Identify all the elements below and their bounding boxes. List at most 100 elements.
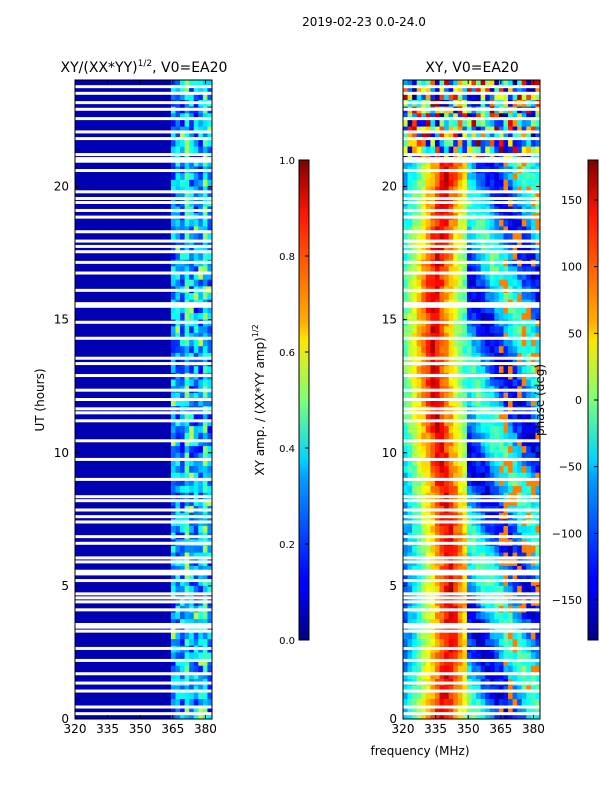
- phase-cell: [485, 352, 491, 360]
- amplitude-cell: [170, 153, 176, 161]
- phase-cell: [412, 226, 418, 234]
- phase-cell: [448, 346, 454, 354]
- phase-cell: [453, 339, 459, 347]
- amplitude-cell: [170, 173, 176, 181]
- phase-cell: [453, 352, 459, 360]
- phase-cell: [434, 379, 440, 387]
- phase-cell: [480, 339, 486, 347]
- phase-cell: [462, 712, 468, 720]
- phase-cell: [508, 239, 513, 247]
- phase-cell: [430, 133, 436, 141]
- phase-cell: [430, 253, 436, 261]
- phase-cell: [421, 525, 427, 534]
- phase-cell: [421, 93, 427, 101]
- amplitude-colorbar-label: XY amp. / (XX*YY amp)1/2: [251, 324, 267, 475]
- phase-cell: [444, 639, 450, 647]
- phase-cell: [434, 139, 440, 147]
- colorbar-tick-label: −150: [552, 594, 582, 607]
- flagged-row: [403, 681, 540, 685]
- phase-cell: [434, 233, 440, 241]
- phase-cell: [425, 545, 431, 553]
- phase-cell: [425, 93, 431, 101]
- amplitude-cell: [189, 692, 195, 700]
- phase-cell: [412, 472, 418, 480]
- phase-cell: [416, 446, 422, 454]
- phase-cell: [508, 652, 513, 660]
- phase-cell: [439, 93, 445, 101]
- phase-cell: [471, 159, 477, 167]
- phase-cell: [530, 332, 536, 340]
- phase-cell: [508, 632, 513, 640]
- phase-cell: [530, 579, 536, 587]
- phase-cell: [425, 399, 431, 407]
- phase-cell: [494, 552, 500, 560]
- amplitude-cell: [207, 479, 213, 487]
- phase-cell: [466, 352, 472, 360]
- phase-cell: [457, 652, 463, 660]
- phase-cell: [453, 80, 459, 88]
- phase-cell: [508, 692, 513, 700]
- phase-cell: [503, 339, 509, 347]
- amplitude-cell: [189, 339, 195, 347]
- phase-cell: [535, 80, 541, 88]
- phase-cell: [494, 146, 500, 154]
- amplitude-cell: [184, 126, 190, 134]
- phase-cell: [498, 266, 504, 274]
- phase-cell: [403, 525, 408, 534]
- phase-cell: [512, 392, 518, 400]
- phase-cell: [508, 339, 513, 347]
- phase-cell: [485, 665, 491, 673]
- amplitude-cell: [202, 545, 208, 553]
- amplitude-cell: [189, 366, 195, 374]
- phase-cell: [480, 279, 486, 287]
- phase-cell: [416, 419, 422, 427]
- phase-cell: [439, 86, 445, 94]
- phase-cell: [457, 419, 463, 427]
- amplitude-cell: [202, 113, 208, 121]
- amplitude-cell: [202, 672, 208, 680]
- phase-cell: [489, 412, 495, 420]
- phase-cell: [517, 592, 523, 600]
- phase-cell: [530, 133, 536, 141]
- phase-cell: [526, 525, 532, 534]
- phase-cell: [421, 173, 427, 181]
- phase-cell: [498, 712, 504, 720]
- phase-cell: [471, 352, 477, 360]
- phase-cell: [434, 126, 440, 134]
- amplitude-cell: [207, 699, 213, 707]
- phase-cell: [416, 466, 422, 474]
- amplitude-cell: [189, 592, 195, 600]
- amplitude-cell: [184, 692, 190, 700]
- phase-cell: [453, 659, 459, 667]
- phase-cell: [466, 632, 472, 640]
- phase-cell: [403, 113, 408, 121]
- phase-cell: [471, 639, 477, 647]
- amplitude-cell: [202, 93, 208, 101]
- phase-cell: [416, 239, 422, 247]
- amplitude-cell: [189, 399, 195, 407]
- flagged-row: [75, 495, 212, 499]
- phase-cell: [430, 332, 436, 340]
- phase-cell: [517, 93, 523, 101]
- amplitude-cell: [193, 499, 199, 507]
- colorbar-tick-label: 0.2: [279, 540, 295, 551]
- phase-cell: [494, 632, 500, 640]
- phase-cell: [530, 326, 536, 334]
- amplitude-cell: [202, 639, 208, 647]
- phase-cell: [476, 86, 482, 94]
- phase-cell: [498, 126, 504, 134]
- phase-cell: [421, 672, 427, 680]
- phase-cell: [448, 659, 454, 667]
- phase-cell: [453, 692, 459, 700]
- phase-cell: [471, 486, 477, 494]
- amplitude-cell: [198, 126, 204, 134]
- phase-cell: [416, 139, 422, 147]
- phase-cell: [466, 306, 472, 314]
- phase-cell: [498, 665, 504, 673]
- phase-cell: [485, 312, 491, 321]
- phase-cell: [498, 346, 504, 354]
- amplitude-cell: [189, 352, 195, 360]
- amplitude-cell: [170, 466, 176, 474]
- amplitude-cell: [184, 279, 190, 287]
- phase-cell: [421, 219, 427, 227]
